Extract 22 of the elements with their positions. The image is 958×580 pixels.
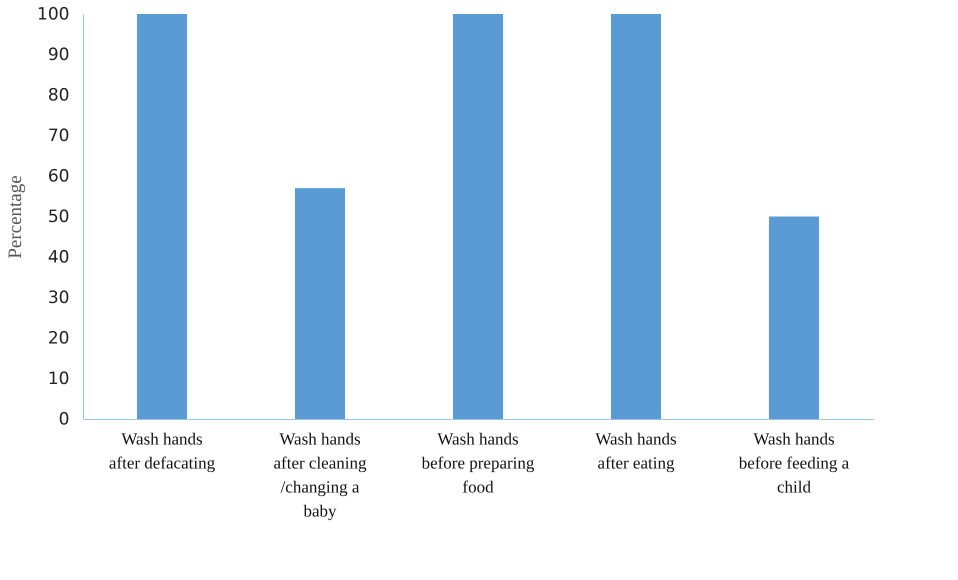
y-tick-label: 50 <box>48 207 70 227</box>
bar <box>769 216 819 419</box>
bar <box>611 14 661 419</box>
x-tick-label: Wash hands after cleaning /changing a baby <box>274 430 367 520</box>
bar <box>295 188 345 419</box>
bar <box>453 14 503 419</box>
y-axis-title: Percentage <box>5 175 26 259</box>
y-tick-label: 40 <box>48 248 70 268</box>
y-tick-label: 70 <box>48 126 70 146</box>
y-tick-label: 60 <box>48 166 70 186</box>
x-tick-label: Wash hands before feeding a child <box>738 430 850 496</box>
y-tick-label: 10 <box>48 369 70 389</box>
y-tick-label: 20 <box>48 328 70 348</box>
y-tick-label: 0 <box>58 410 70 430</box>
bar <box>137 14 187 419</box>
y-tick-label: 90 <box>48 45 70 65</box>
y-tick-label: 30 <box>48 288 70 308</box>
x-tick-label: Wash hands after defacating <box>108 430 216 472</box>
x-tick-label: Wash hands before preparing food <box>422 430 535 496</box>
y-tick-label: 100 <box>37 4 70 24</box>
y-tick-label: 80 <box>48 86 70 106</box>
x-tick-label: Wash hands after eating <box>595 430 677 472</box>
